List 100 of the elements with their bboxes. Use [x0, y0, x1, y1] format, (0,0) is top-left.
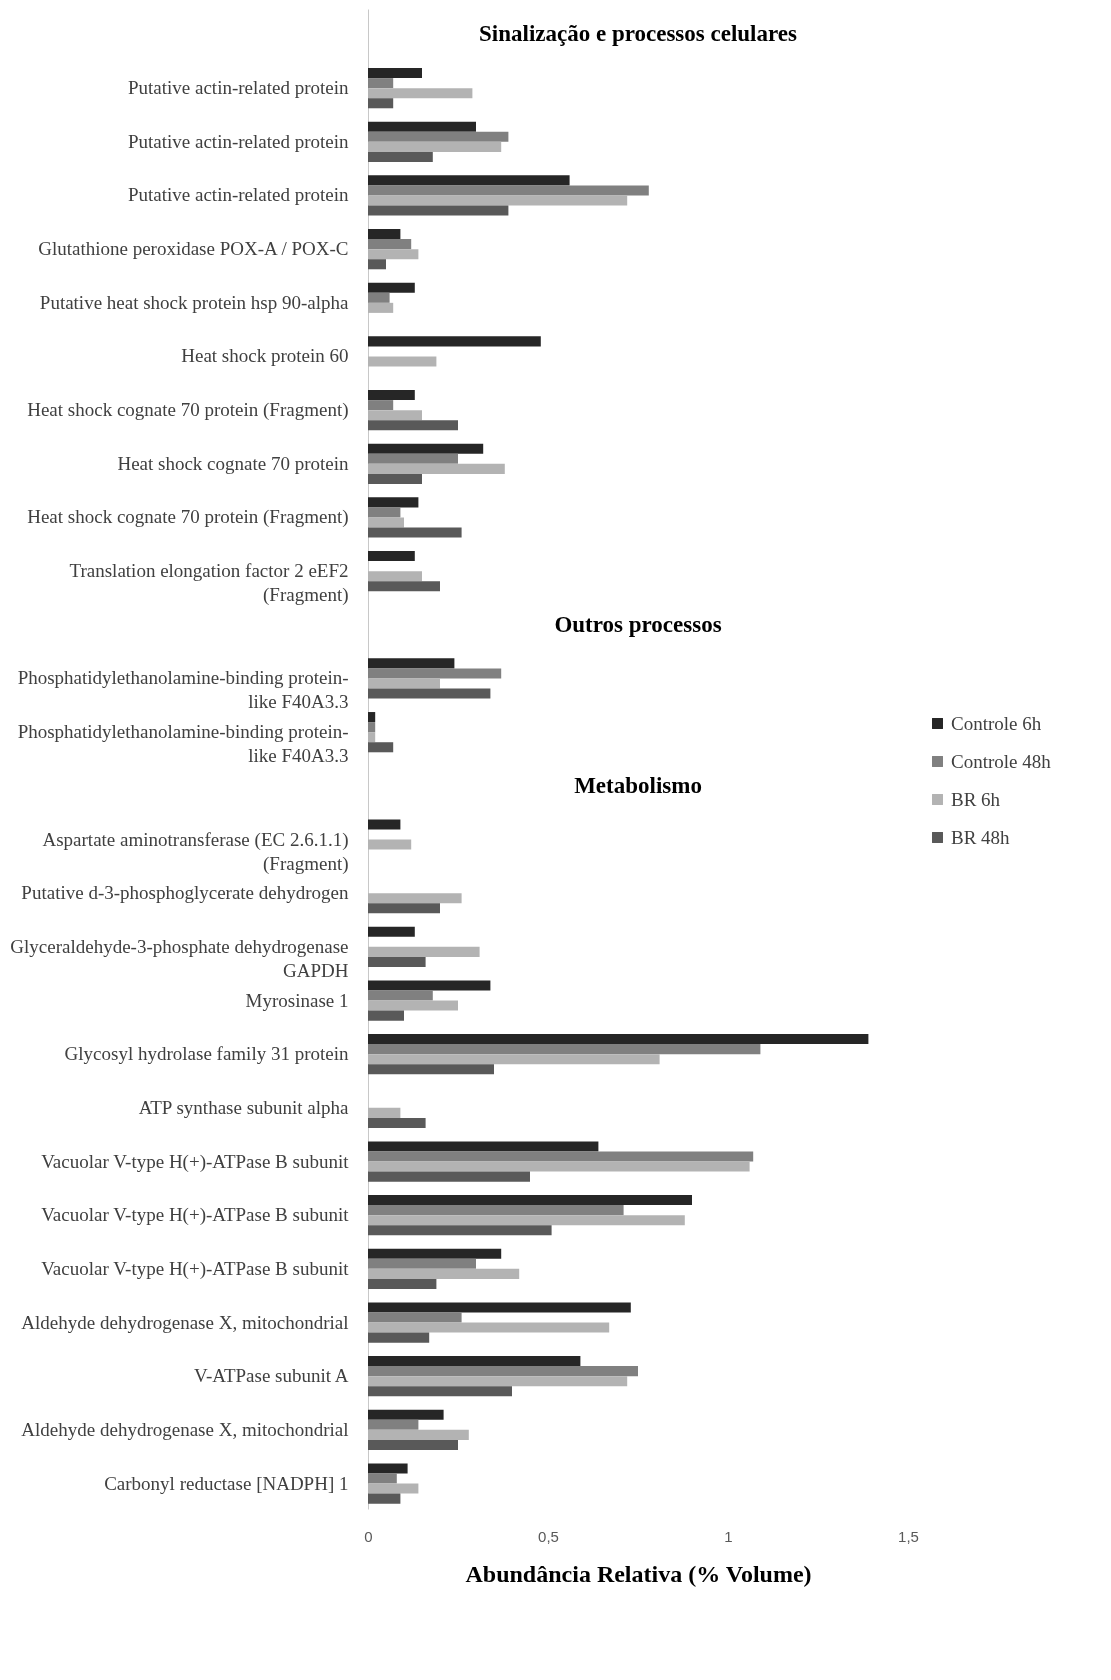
bar [368, 1493, 401, 1504]
bar [368, 712, 376, 723]
y-tick-label: Myrosinase 1 [245, 989, 349, 1011]
bar [368, 151, 433, 162]
bar [368, 742, 394, 753]
bar [368, 1141, 599, 1152]
bar [368, 1010, 404, 1021]
bar [368, 356, 437, 367]
y-tick-label: Phosphatidylethanolamine-binding protein- like F40A3.3 [17, 667, 349, 713]
legend-label: Controle 6h [951, 712, 1042, 734]
bar [368, 571, 422, 582]
bar [368, 1205, 624, 1216]
bar [368, 1161, 750, 1172]
bar [368, 473, 422, 484]
bar [368, 551, 415, 562]
bar [368, 1429, 469, 1440]
bar [368, 1034, 869, 1045]
bar [368, 302, 394, 313]
y-tick-label: Vacuolar V-type H(+)-ATPase B subunit [41, 1257, 350, 1280]
y-tick-label: Aldehyde dehydrogenase X, mitochondrial [21, 1311, 349, 1333]
legend-label: Controle 48h [951, 750, 1052, 772]
bar [368, 453, 458, 464]
bar [368, 1054, 660, 1065]
bar [368, 1386, 512, 1397]
bar [368, 88, 473, 99]
bar [368, 121, 476, 132]
bar [368, 1171, 530, 1182]
bar [368, 839, 412, 850]
y-tick-label: Putative actin-related protein [127, 77, 349, 99]
bar [368, 1151, 754, 1162]
bar [368, 443, 484, 454]
bar [368, 185, 649, 196]
bar [368, 141, 502, 152]
bar [368, 68, 422, 79]
bar [368, 282, 415, 293]
annotation: Metabolismo [574, 772, 702, 798]
bar [368, 205, 509, 216]
bar [368, 1064, 494, 1075]
bar [368, 1322, 610, 1333]
bar [368, 1366, 638, 1377]
bar [368, 1225, 552, 1236]
bar [368, 668, 502, 679]
bar [368, 175, 570, 186]
bar [368, 1258, 476, 1269]
bar [368, 259, 386, 270]
x-tick-label: 0,5 [538, 1527, 559, 1545]
bar [368, 1248, 502, 1259]
bar [368, 1278, 437, 1289]
bar [368, 1332, 430, 1343]
x-axis-title: Abundância Relativa (% Volume) [465, 1560, 812, 1587]
bar [368, 517, 404, 528]
bar [368, 1463, 408, 1474]
y-tick-label: V-ATPase subunit A [194, 1365, 349, 1387]
bar [368, 390, 415, 401]
bar [368, 893, 462, 904]
y-tick-label: Phosphatidylethanolamine-binding protein- like F40A3.3 [17, 721, 349, 767]
bar [368, 527, 462, 538]
y-tick-label: Heat shock cognate 70 protein (Fragment) [27, 506, 349, 529]
y-tick-label: Vacuolar V-type H(+)-ATPase B subunit [41, 1150, 350, 1173]
bar [368, 195, 628, 206]
bar [368, 98, 394, 109]
y-tick-label: Putative actin-related protein [127, 184, 349, 206]
bar [368, 78, 394, 89]
y-tick-label: Putative heat shock protein hsp 90-alpha [39, 291, 350, 313]
bar [368, 903, 440, 914]
y-tick-label: Vacuolar V-type H(+)-ATPase B subunit [41, 1204, 350, 1227]
bar [368, 1215, 685, 1226]
y-tick-label: Translation elongation factor 2 eEF2 (Fragment) [69, 560, 349, 607]
y-tick-label: Putative actin-related protein [127, 130, 349, 152]
bar [368, 990, 433, 1001]
bar [368, 1483, 419, 1494]
bar [368, 1376, 628, 1387]
y-tick-label: Aldehyde dehydrogenase X, mitochondrial [21, 1418, 349, 1440]
bar [368, 239, 412, 250]
y-tick-label: Glycosyl hydrolase family 31 protein [64, 1043, 349, 1065]
bar [368, 1312, 462, 1323]
y-tick-label: Aspartate aminotransferase (EC 2.6.1.1) (Fragment) [42, 828, 349, 875]
bar [368, 400, 394, 411]
bar [368, 1268, 520, 1279]
bar [368, 1000, 458, 1011]
y-tick-label: Carbonyl reductase [NADPH] 1 [104, 1472, 349, 1494]
x-tick-label: 0 [364, 1527, 373, 1545]
x-tick-label: 1,5 [898, 1527, 919, 1545]
bar [368, 420, 458, 431]
bar [368, 678, 440, 689]
bar [368, 1439, 458, 1450]
bar [368, 732, 376, 743]
bar [368, 1419, 419, 1430]
y-tick-label: Glyceraldehyde-3-phosphate dehydrogenase GAPDH [10, 935, 349, 981]
bar [368, 1044, 761, 1055]
bar [368, 980, 491, 991]
bar [368, 722, 376, 733]
bar [368, 1409, 444, 1420]
bar [368, 336, 541, 347]
bar [368, 249, 419, 260]
bar [368, 131, 509, 142]
bar [368, 1117, 426, 1128]
bar [368, 1473, 397, 1484]
y-tick-label: Heat shock cognate 70 protein [117, 452, 349, 474]
bar [368, 1195, 692, 1206]
